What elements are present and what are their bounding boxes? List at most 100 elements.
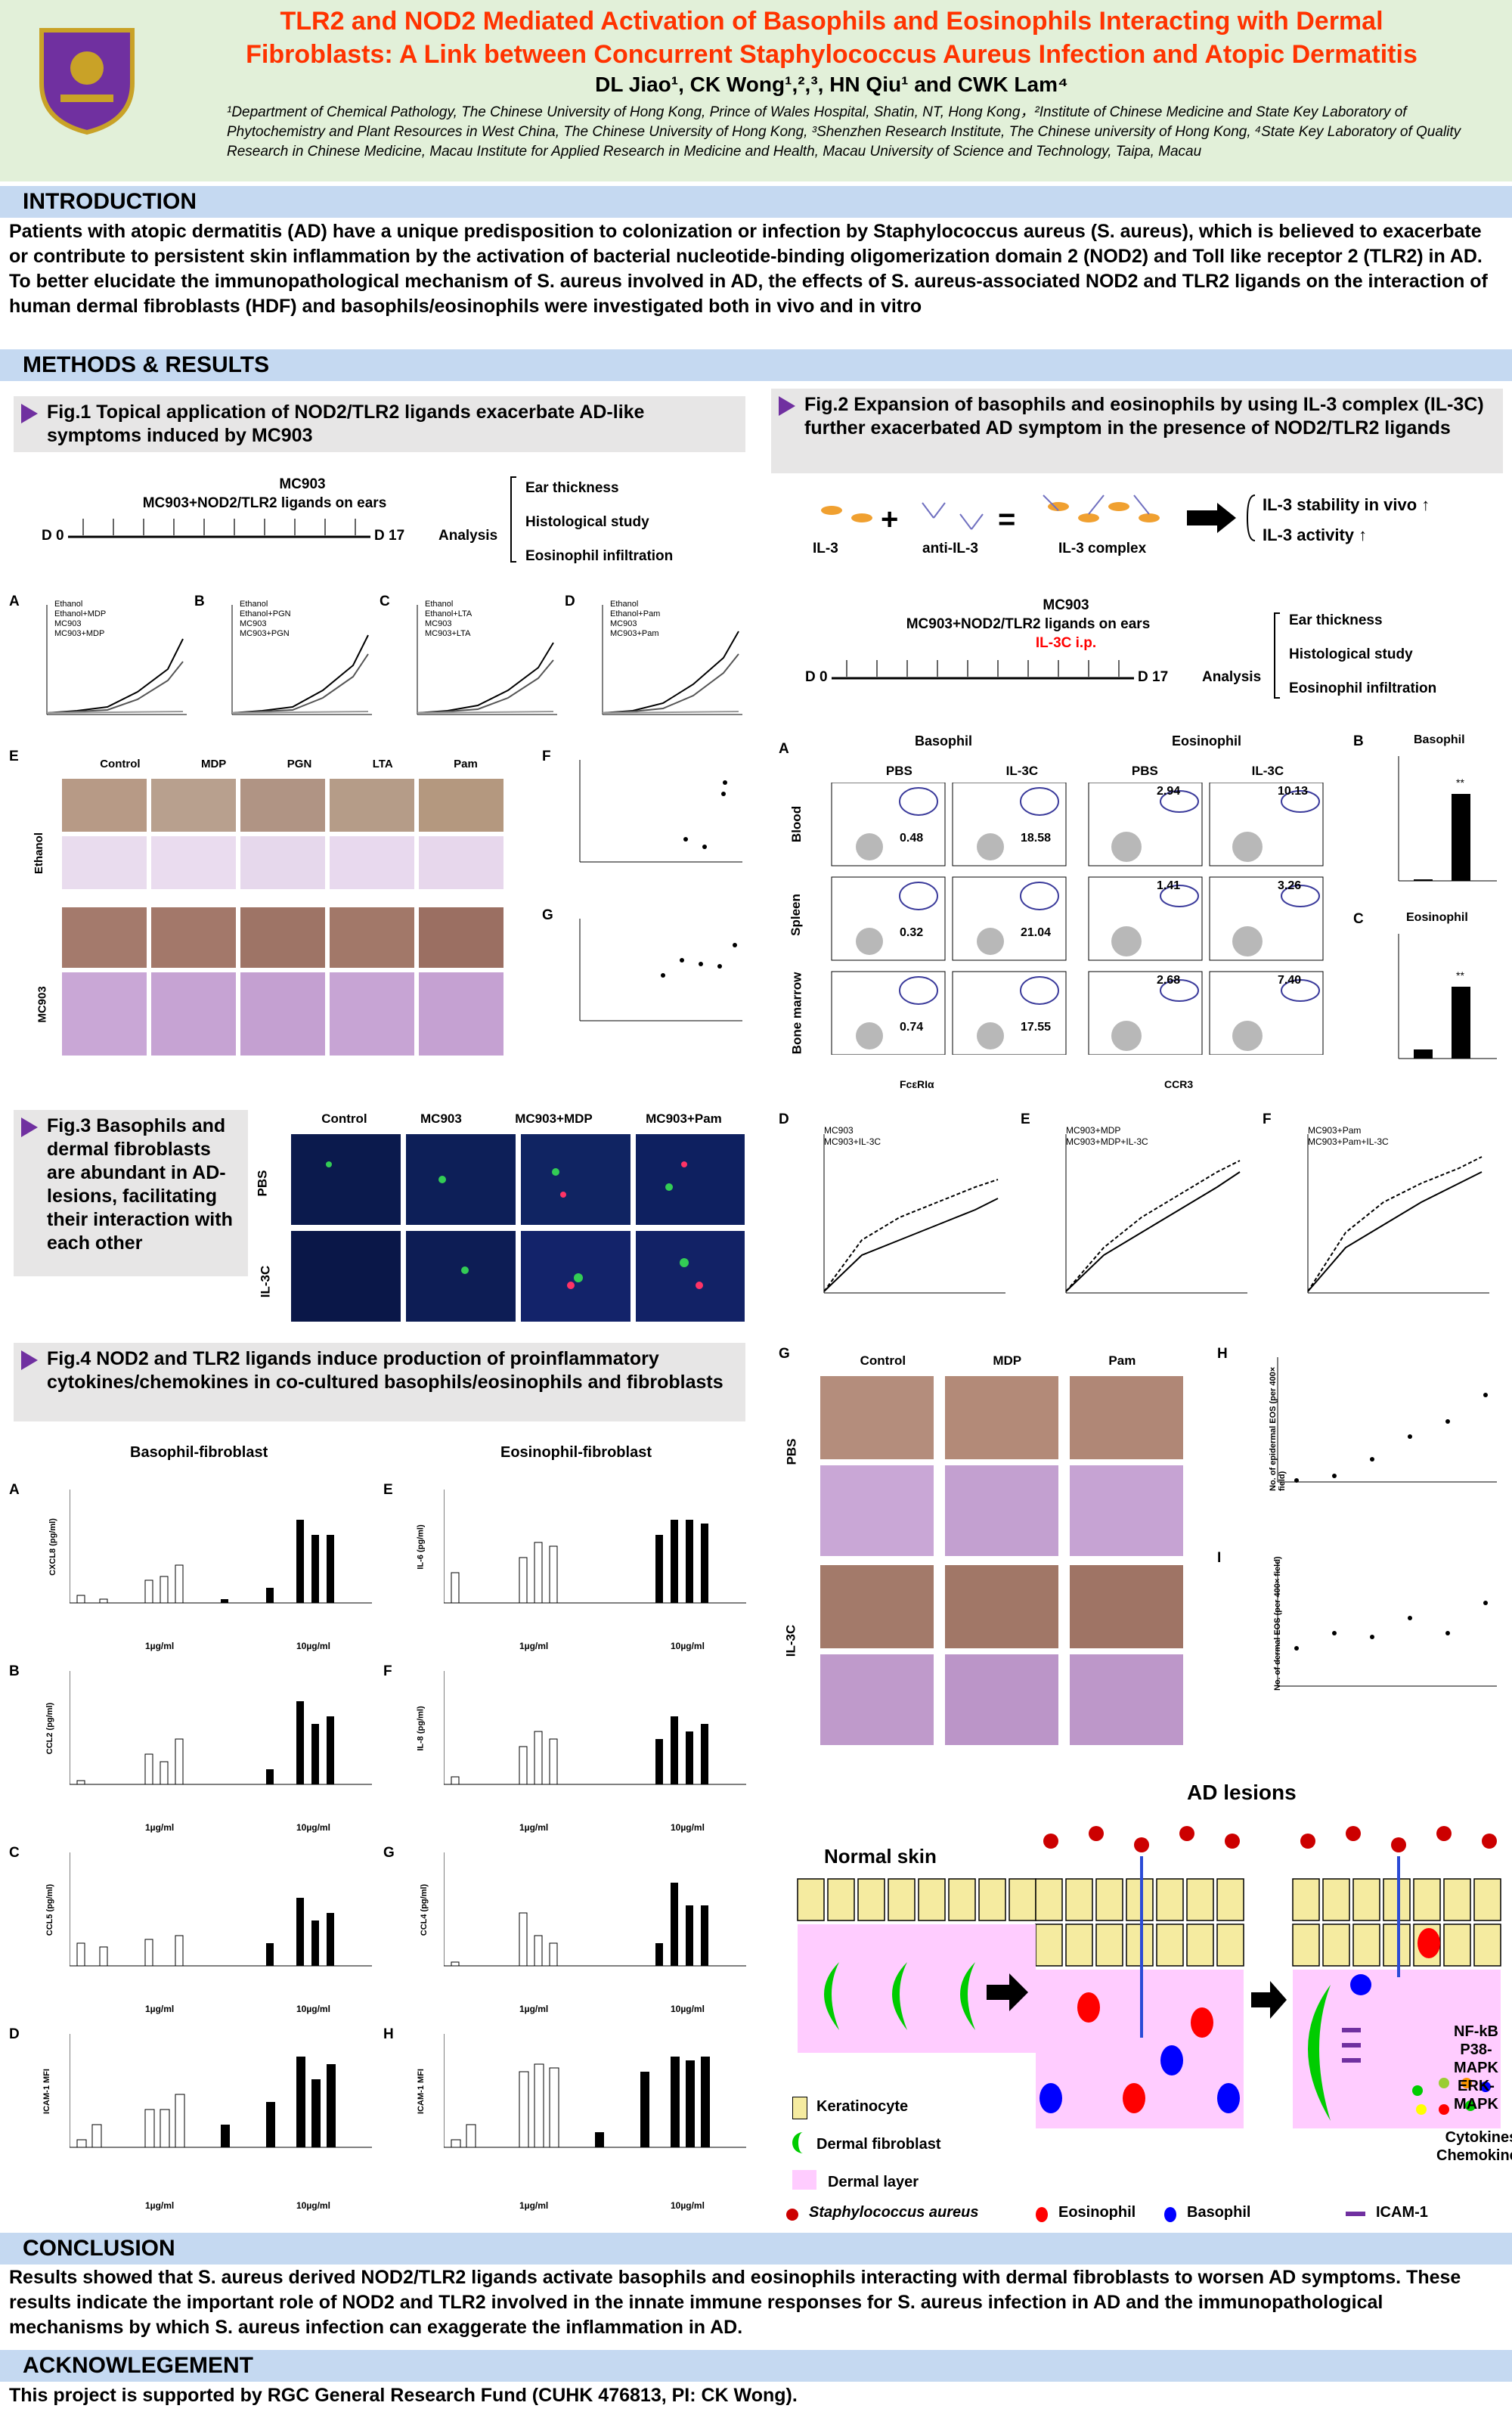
fig2-panel-I [1277, 1561, 1497, 1687]
fig2-il3c-scheme: + = IL-3 anti-IL-3 IL-3 complex IL-3 sta… [809, 488, 1504, 571]
il3-complex-diagram: + = [821, 494, 1256, 541]
fig1-timeline [68, 519, 370, 538]
fig2-scheme: MC903 MC903+NOD2/TLR2 ligands on ears IL… [801, 597, 1504, 711]
fibroblast-icon [792, 2132, 813, 2153]
intro-bar [0, 186, 1512, 218]
svg-text:**: ** [1456, 777, 1464, 789]
fig4-title-box: Fig.4 NOD2 and TLR2 ligands induce produ… [14, 1343, 745, 1421]
fig4-panel-E: E IL-6 (pg/ml) 1µg/ml 10µg/ml [383, 1482, 746, 1663]
title-line-2: Fibroblasts: A Link between Concurrent S… [246, 40, 1418, 69]
fig1-e-cols: Control MDP PGN LTA Pam [100, 758, 478, 770]
fig4-panel-B: B CCL2 (pg/ml) 1µg/ml 10µg/ml [9, 1663, 372, 1845]
fig1-line-charts: A Ethanol Ethanol+MDP MC903 MC903+MDP B Eth… [9, 594, 746, 737]
ad-lesions-schematic: AD lesions Normal skin NF-kB P38-MAPK ERK-… [779, 1781, 1512, 2227]
fig1-panel-D: D Ethanol Ethanol+Pam MC903 MC903+Pam [565, 594, 746, 737]
conclusion-text: Results showed that S. aureus derived NO… [9, 2267, 1461, 2338]
intro-text: Patients with atopic dermatitis (AD) hav… [9, 221, 1488, 317]
fig2-panel-BC: B Basophil ** C Eosinophil ** [1353, 733, 1504, 1089]
fig-arrow-icon [21, 1350, 38, 1370]
fig3-cols: Control MC903 MC903+MDP MC903+Pam [321, 1111, 722, 1126]
fig1-panel-G [579, 919, 742, 1021]
affiliations: ¹Department of Chemical Pathology, The C… [227, 104, 1461, 160]
il3-label: IL-3 [813, 541, 838, 556]
fig1-d0: D 0 [42, 528, 64, 544]
ack-text: This project is supported by RGC General… [9, 2385, 798, 2406]
fig4-panel-C: C CCL5 (pg/ml) 1µg/ml 10µg/ml [9, 1845, 372, 2026]
row-label: MC903 [36, 986, 49, 1023]
eosinophil-icon [1036, 2207, 1048, 2222]
brace [1274, 612, 1280, 699]
fig4-right-title: Eosinophil-fibroblast [500, 1444, 652, 1461]
fig3-title-box: Fig.3 Basophils and dermal fibroblasts a… [14, 1110, 248, 1276]
fig4-panel-H: H ICAM-1 MFI 1µg/ml 10µg/ml [383, 2026, 746, 2223]
fig3-fluorescence-image [291, 1134, 745, 1322]
conclusion-bar [0, 2233, 1512, 2265]
fig1-scheme-top: MC903 [279, 476, 326, 492]
fig2-panel-F: F MC903+Pam MC903+Pam+IL-3C [1263, 1111, 1497, 1338]
svg-text:**: ** [1456, 969, 1464, 981]
methods-bar [0, 349, 1512, 381]
schematic-legend-row: Staphylococcus aureus Eosinophil Basophi… [786, 2204, 1504, 2227]
flow-plots [831, 783, 1324, 1055]
methods-heading: METHODS & RESULTS [23, 352, 270, 377]
conclusion-heading: CONCLUSION [23, 2236, 175, 2261]
fig1-title-box: Fig.1 Topical application of NOD2/TLR2 l… [14, 396, 745, 452]
fig3-panel: Control MC903 MC903+MDP MC903+Pam PBS IL-3C [249, 1108, 748, 1327]
poster-title: TLR2 and NOD2 Mediated Activation of Bas… [159, 5, 1504, 71]
fig4-left-title: Basophil-fibroblast [130, 1444, 268, 1461]
ack-bar [0, 2350, 1512, 2382]
il3c-ip: IL-3C i.p. [1035, 635, 1097, 651]
fig1-outcome-2: Histological study [525, 514, 649, 530]
keratinocyte-icon [792, 2097, 807, 2119]
anti-il3-label: anti-IL-3 [922, 541, 978, 556]
fig1-panel-A: A Ethanol Ethanol+MDP MC903 MC903+MDP [9, 594, 191, 737]
fig1-outcome-3: Eosinophil infiltration [525, 548, 674, 564]
fig1-panel-C: C Ethanol Ethanol+LTA MC903 MC903+LTA [380, 594, 561, 737]
fig2-title: Fig.2 Expansion of basophils and eosinop… [804, 394, 1484, 439]
fig4-panel-F: F IL-8 (pg/ml) 1µg/ml 10µg/ml [383, 1663, 746, 1845]
fig1-scheme-mid: MC903+NOD2/TLR2 ligands on ears [142, 495, 387, 511]
fig2-panel-E: E MC903+MDP MC903+MDP+IL-3C [1021, 1111, 1255, 1338]
il3-stability: IL-3 stability in vivo ↑ [1263, 495, 1430, 514]
fig-arrow-icon [21, 1118, 38, 1137]
fig4-title: Fig.4 NOD2 and TLR2 ligands induce produ… [47, 1348, 723, 1393]
fig2-flow: A Basophil Eosinophil PBS IL-3C PBS IL-3C B… [779, 733, 1331, 1059]
fig4-panel-D: D ICAM-1 MFI 1µg/ml 10µg/ml [9, 2026, 372, 2223]
panel-letter: A [9, 594, 20, 609]
fig2-histology-image [820, 1376, 1183, 1745]
fig1-histology-image [62, 779, 503, 1056]
fig-arrow-icon [21, 404, 38, 423]
fig4-panel-G: G CCL4 (pg/ml) 1µg/ml 10µg/ml [383, 1845, 746, 2026]
intro-heading: INTRODUCTION [23, 189, 197, 214]
fig1-histology: E Control MDP PGN LTA Pam Ethanol MC903 F G [9, 749, 746, 1059]
fig2-title-box: Fig.2 Expansion of basophils and eosinop… [771, 389, 1503, 473]
row-label: PBS [255, 1170, 270, 1197]
svg-text:=: = [998, 503, 1015, 536]
icam1-icon [1346, 2212, 1365, 2216]
fig1-d17: D 17 [374, 528, 405, 544]
schematic-diagram [797, 1826, 1501, 2128]
university-crest-logo [30, 23, 144, 136]
normal-skin-label: Normal skin [824, 1845, 937, 1868]
fig4-panels: Basophil-fibroblast Eosinophil-fibroblas… [9, 1444, 746, 2230]
brace [510, 476, 516, 563]
fig2-panel-H [1277, 1357, 1497, 1483]
basophil-icon [1164, 2207, 1176, 2222]
ack-heading: ACKNOWLEGEMENT [23, 2353, 253, 2378]
fig2-histology: G Control MDP Pam PBS IL-3C H No. of epide… [779, 1346, 1504, 1754]
row-label: Ethanol [33, 832, 45, 874]
il3-complex-label: IL-3 complex [1058, 541, 1147, 556]
fig2-panel-D: D MC903 MC903+IL-3C [779, 1111, 1013, 1338]
fig1-panel-F [579, 760, 742, 863]
row-label: IL-3C [258, 1265, 273, 1298]
fig4-panel-A: A CXCL8 (pg/ml) 1µg/ml 10µg/ml [9, 1482, 372, 1663]
products: CytokinesChemokines [1436, 2129, 1512, 2164]
fig1-outcome-1: Ear thickness [525, 480, 619, 496]
title-line-1: TLR2 and NOD2 Mediated Activation of Bas… [280, 7, 1383, 36]
schematic-legend: Keratinocyte Dermal fibroblast Dermal la… [786, 2091, 1028, 2227]
authors: DL Jiao¹, CK Wong¹,²,³, HN Qiu¹ and CWK … [595, 73, 1068, 96]
fig1-scheme: MC903 MC903+NOD2/TLR2 ligands on ears D … [38, 476, 741, 582]
fig1-analysis: Analysis [438, 528, 498, 544]
il3-activity: IL-3 activity ↑ [1263, 525, 1368, 544]
fig2-line-charts: D MC903 MC903+IL-3C E MC903+MDP MC903+MDP+… [779, 1111, 1504, 1338]
